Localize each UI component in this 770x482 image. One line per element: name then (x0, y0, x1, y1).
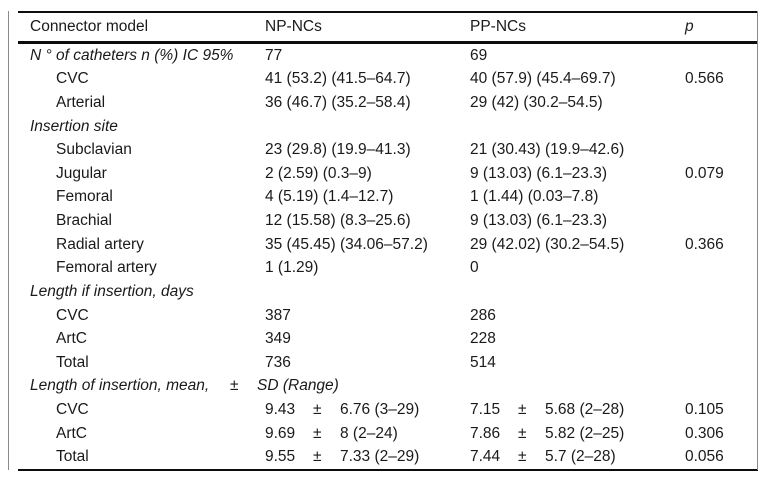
row-label: Brachial (56, 212, 112, 230)
row-label: Length if insertion, days (30, 282, 194, 300)
plus-minus-symbol: ± (313, 424, 322, 442)
pp-sd-value: 5.7 (2–28) (545, 448, 616, 466)
table-row: Total 9.55 ±7.33 (2–29) 7.44 ±5.7 (2–28) 0.05… (0, 445, 770, 469)
pp-value: 1 (1.44) (0.03–7.8) (470, 188, 599, 206)
table-row: Insertion site (0, 115, 770, 139)
pp-value: 9 (13.03) (6.1–23.3) (470, 164, 608, 182)
table-row: ArtC 349 228 (0, 327, 770, 351)
bottom-rule (18, 469, 758, 471)
table-body: N ° of catheters n (%) IC 95% 77 69 CVC 41 (… (0, 44, 770, 469)
row-label: CVC (56, 70, 89, 88)
row-label: Arterial (56, 94, 106, 112)
table-header-row: Connector model NP-NCs PP-NCs p (0, 13, 770, 41)
pp-value: 228 (470, 330, 496, 348)
np-mean-value: 9.43 (265, 400, 296, 418)
pp-value: 9 (13.03) (6.1–23.3) (470, 212, 608, 230)
p-value: 0.366 (685, 235, 724, 253)
pp-value: 29 (42) (30.2–54.5) (470, 94, 603, 112)
table-row: ArtC 9.69 ±8 (2–24) 7.86 ±5.82 (2–25) 0.306 (0, 422, 770, 446)
np-value: 36 (46.7) (35.2–58.4) (265, 94, 411, 112)
p-value: 0.306 (685, 424, 724, 442)
plus-minus-symbol: ± (518, 448, 527, 466)
table-row: Femoral 4 (5.19) (1.4–12.7) 1 (1.44) (0.03… (0, 186, 770, 210)
p-value: 0.079 (685, 164, 724, 182)
table-row: Length of insertion, mean, ± SD (Range) (0, 375, 770, 399)
np-value: 349 (265, 330, 291, 348)
table-row: Length if insertion, days (0, 280, 770, 304)
pp-mean-value: 7.86 (470, 424, 501, 442)
row-label: Length of insertion, mean, (30, 377, 210, 395)
np-sd-value: 8 (2–24) (340, 424, 398, 442)
table-row: Jugular 2 (2.59) (0.3–9) 9 (13.03) (6.1–23… (0, 162, 770, 186)
np-sd-value: 7.33 (2–29) (340, 448, 420, 466)
pp-value: 0 (470, 259, 479, 277)
table-row: Femoral artery 1 (1.29) 0 (0, 256, 770, 280)
p-value: 0.566 (685, 70, 724, 88)
np-value: 736 (265, 353, 291, 371)
table-row: Subclavian 23 (29.8) (19.9–41.3) 21 (30.43… (0, 138, 770, 162)
plus-minus-symbol: ± (313, 448, 322, 466)
table-row: Total 736 514 (0, 351, 770, 375)
np-mean-value: 9.69 (265, 424, 296, 442)
col-header-pp-ncs: PP-NCs (470, 18, 526, 35)
col-header-p-value: p (685, 18, 694, 35)
row-label: N ° of catheters n (%) IC 95% (30, 46, 234, 64)
np-mean-value: 9.55 (265, 448, 296, 466)
row-label: Jugular (56, 164, 107, 182)
pp-mean-value: 7.44 (470, 448, 501, 466)
row-label: Femoral artery (56, 259, 157, 277)
row-label: CVC (56, 306, 89, 324)
pp-value: 286 (470, 306, 496, 324)
plus-minus-symbol: ± (313, 400, 322, 418)
np-value: 23 (29.8) (19.9–41.3) (265, 141, 411, 159)
header-rule (18, 41, 758, 44)
np-value: 12 (15.58) (8.3–25.6) (265, 212, 411, 230)
table-row: CVC 9.43 ±6.76 (3–29) 7.15 ±5.68 (2–28) 0.105 (0, 398, 770, 422)
sd-range-label: SD (Range) (257, 377, 339, 395)
table-row: Radial artery 35 (45.45) (34.06–57.2) 29 (… (0, 233, 770, 257)
row-label: Radial artery (56, 235, 144, 253)
col-header-np-ncs: NP-NCs (265, 18, 322, 35)
plus-minus-symbol: ± (230, 377, 239, 395)
pp-value: 21 (30.43) (19.9–42.6) (470, 141, 625, 159)
pp-sd-value: 5.68 (2–28) (545, 400, 625, 418)
row-label: Subclavian (56, 141, 132, 159)
pp-value: 514 (470, 353, 496, 371)
table-row: CVC 387 286 (0, 304, 770, 328)
row-label: CVC (56, 400, 89, 418)
p-value: 0.056 (685, 448, 724, 466)
np-value: 41 (53.2) (41.5–64.7) (265, 70, 411, 88)
table-row: CVC 41 (53.2) (41.5–64.7) 40 (57.9) (45.4–… (0, 68, 770, 92)
plus-minus-symbol: ± (518, 400, 527, 418)
table-row: Brachial 12 (15.58) (8.3–25.6) 9 (13.03) (… (0, 209, 770, 233)
pp-value: 29 (42.02) (30.2–54.5) (470, 235, 625, 253)
plus-minus-symbol: ± (518, 424, 527, 442)
pp-mean-value: 7.15 (470, 400, 501, 418)
np-value: 4 (5.19) (1.4–12.7) (265, 188, 394, 206)
np-sd-value: 6.76 (3–29) (340, 400, 420, 418)
np-value: 387 (265, 306, 291, 324)
np-value: 35 (45.45) (34.06–57.2) (265, 235, 428, 253)
pp-value: 69 (470, 46, 488, 64)
row-label: Insertion site (30, 117, 118, 135)
row-label: Femoral (56, 188, 113, 206)
row-label: ArtC (56, 330, 87, 348)
pp-value: 40 (57.9) (45.4–69.7) (470, 70, 616, 88)
np-value: 77 (265, 46, 283, 64)
left-border (8, 11, 9, 470)
col-header-connector-model: Connector model (30, 18, 149, 35)
np-value: 1 (1.29) (265, 259, 319, 277)
row-label: Total (56, 448, 89, 466)
right-border (757, 11, 758, 470)
table-row: Arterial 36 (46.7) (35.2–58.4) 29 (42) (30… (0, 91, 770, 115)
row-label: ArtC (56, 424, 87, 442)
p-value: 0.105 (685, 400, 724, 418)
np-value: 2 (2.59) (0.3–9) (265, 164, 372, 182)
table-row: N ° of catheters n (%) IC 95% 77 69 (0, 44, 770, 68)
row-label: Total (56, 353, 89, 371)
pp-sd-value: 5.82 (2–25) (545, 424, 625, 442)
top-rule (18, 11, 758, 13)
